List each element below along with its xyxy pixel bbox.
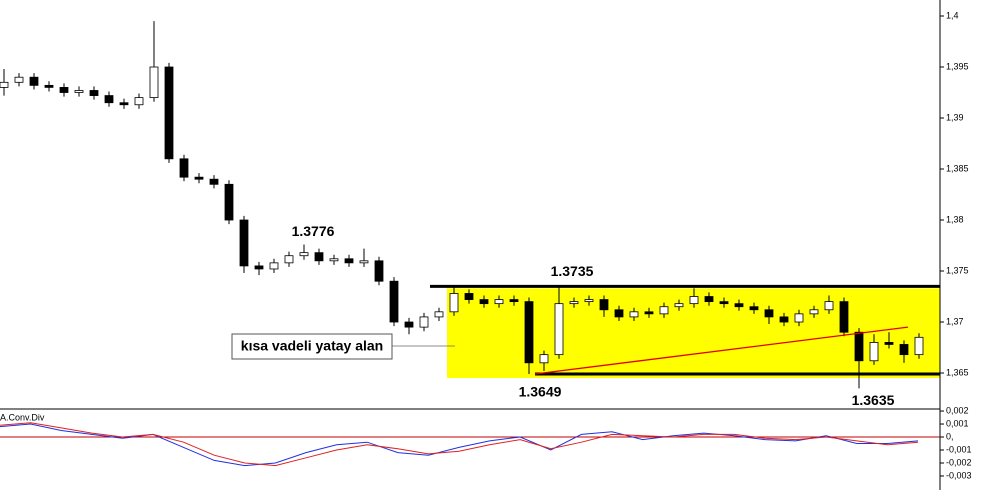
y2-tick-label: -0,001: [946, 444, 972, 454]
candle-body: [374, 260, 384, 282]
candle-body: [509, 299, 519, 303]
candle-body: [29, 76, 39, 86]
candle-body: [734, 303, 744, 308]
y-tick-label: 1,395: [946, 61, 969, 71]
candle-body: [899, 344, 909, 356]
indicator-title: A.Conv.Div: [0, 412, 45, 422]
candle-body: [794, 313, 804, 323]
y-tick-label: 1,365: [946, 367, 969, 377]
candle-body: [314, 252, 324, 262]
candle-body: [14, 76, 24, 83]
candle-body: [254, 265, 264, 270]
candle-body: [524, 301, 534, 364]
candle-body: [329, 258, 339, 262]
candle-body: [179, 158, 189, 178]
candle-body: [119, 102, 129, 106]
candle-body: [749, 306, 759, 311]
candle-body: [809, 309, 819, 315]
y2-tick-label: 0,: [946, 431, 954, 441]
candle-body: [104, 95, 114, 104]
candle-body: [0, 81, 9, 88]
candle-body: [839, 301, 849, 333]
candle-body: [764, 309, 774, 318]
candle-body: [854, 331, 864, 362]
candle-body: [359, 260, 369, 264]
y-tick-label: 1,37: [946, 316, 964, 326]
candle-body: [689, 296, 699, 305]
price-annotation: 1.3635: [852, 392, 895, 408]
candle-body: [554, 303, 564, 356]
candle-body: [464, 293, 474, 300]
candle-body: [914, 336, 924, 356]
candle-body: [494, 299, 504, 305]
y-tick-label: 1,385: [946, 163, 969, 173]
price-annotation: 1.3735: [551, 263, 594, 279]
candle-body: [299, 252, 309, 257]
candle-body: [434, 311, 444, 318]
candle-body: [284, 255, 294, 264]
candle-body: [539, 354, 549, 364]
candle-body: [584, 299, 594, 303]
candle-body: [674, 303, 684, 308]
candle-body: [644, 311, 654, 315]
candle-body: [89, 90, 99, 96]
y2-tick-label: 0,001: [946, 418, 969, 428]
price-annotation: 1.3649: [519, 384, 562, 400]
candle-body: [239, 219, 249, 267]
candle-body: [629, 311, 639, 318]
y2-tick-label: 0,002: [946, 405, 969, 415]
candle-body: [569, 301, 579, 305]
range-label: kısa vadeli yatay alan: [241, 338, 383, 354]
candle-body: [479, 299, 489, 305]
price-annotation: 1.3776: [292, 223, 335, 239]
candle-body: [704, 296, 714, 303]
candle-body: [209, 178, 219, 185]
y-tick-label: 1,38: [946, 214, 964, 224]
candle-body: [389, 280, 399, 323]
candle-body: [44, 84, 54, 88]
candle-body: [599, 299, 609, 311]
candle-body: [74, 90, 84, 93]
candle-body: [659, 306, 669, 315]
macd-line: [0, 422, 919, 467]
candle-body: [164, 66, 174, 160]
candle-body: [824, 301, 834, 311]
candle-body: [149, 66, 159, 99]
y-tick-label: 1,39: [946, 112, 964, 122]
candle-body: [269, 262, 279, 270]
y-tick-label: 1,4: [946, 10, 959, 20]
candle-body: [449, 293, 459, 313]
candle-body: [224, 183, 234, 221]
y-tick-label: 1,375: [946, 265, 969, 275]
callout-box: [231, 333, 393, 360]
candle-body: [869, 342, 879, 362]
candle-body: [614, 309, 624, 318]
candle-body: [194, 176, 204, 180]
candle-body: [59, 87, 69, 93]
candle-body: [719, 301, 729, 305]
trendline: [534, 326, 909, 375]
candle-body: [344, 258, 354, 264]
y2-tick-label: -0,003: [946, 470, 972, 480]
y2-tick-label: -0,002: [946, 457, 972, 467]
candle-body: [134, 97, 144, 106]
candle-body: [404, 321, 414, 328]
candle-body: [884, 342, 894, 345]
candle-body: [419, 316, 429, 328]
candle-body: [779, 316, 789, 323]
